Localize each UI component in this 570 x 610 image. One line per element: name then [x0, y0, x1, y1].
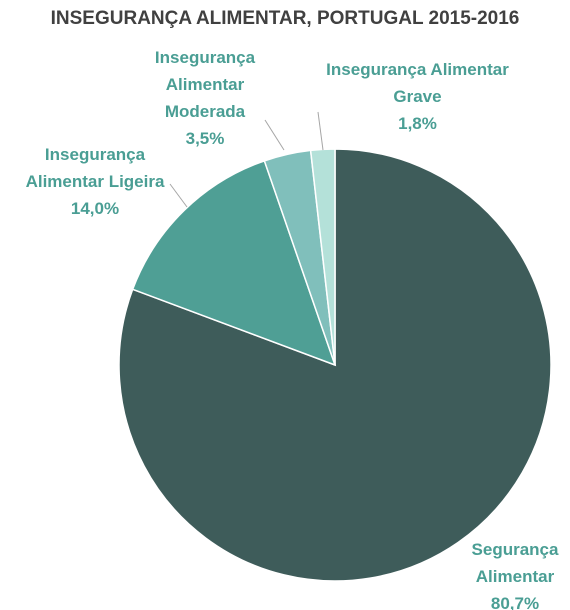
- slice-label: Insegurança Alimentar Ligeira 14,0%: [25, 145, 165, 218]
- slice-label: Insegurança Alimentar Grave 1,8%: [326, 60, 509, 133]
- leader-line: [264, 119, 285, 151]
- slice-label: Insegurança Alimentar Moderada 3,5%: [154, 48, 256, 148]
- leader-line: [169, 183, 188, 208]
- pie-slice: [131, 159, 337, 367]
- leader-line: [317, 111, 324, 151]
- chart-title: INSEGURANÇA ALIMENTAR, PORTUGAL 2015-201…: [50, 8, 520, 29]
- slice-label: Segurança Alimentar 80,7%: [471, 540, 559, 610]
